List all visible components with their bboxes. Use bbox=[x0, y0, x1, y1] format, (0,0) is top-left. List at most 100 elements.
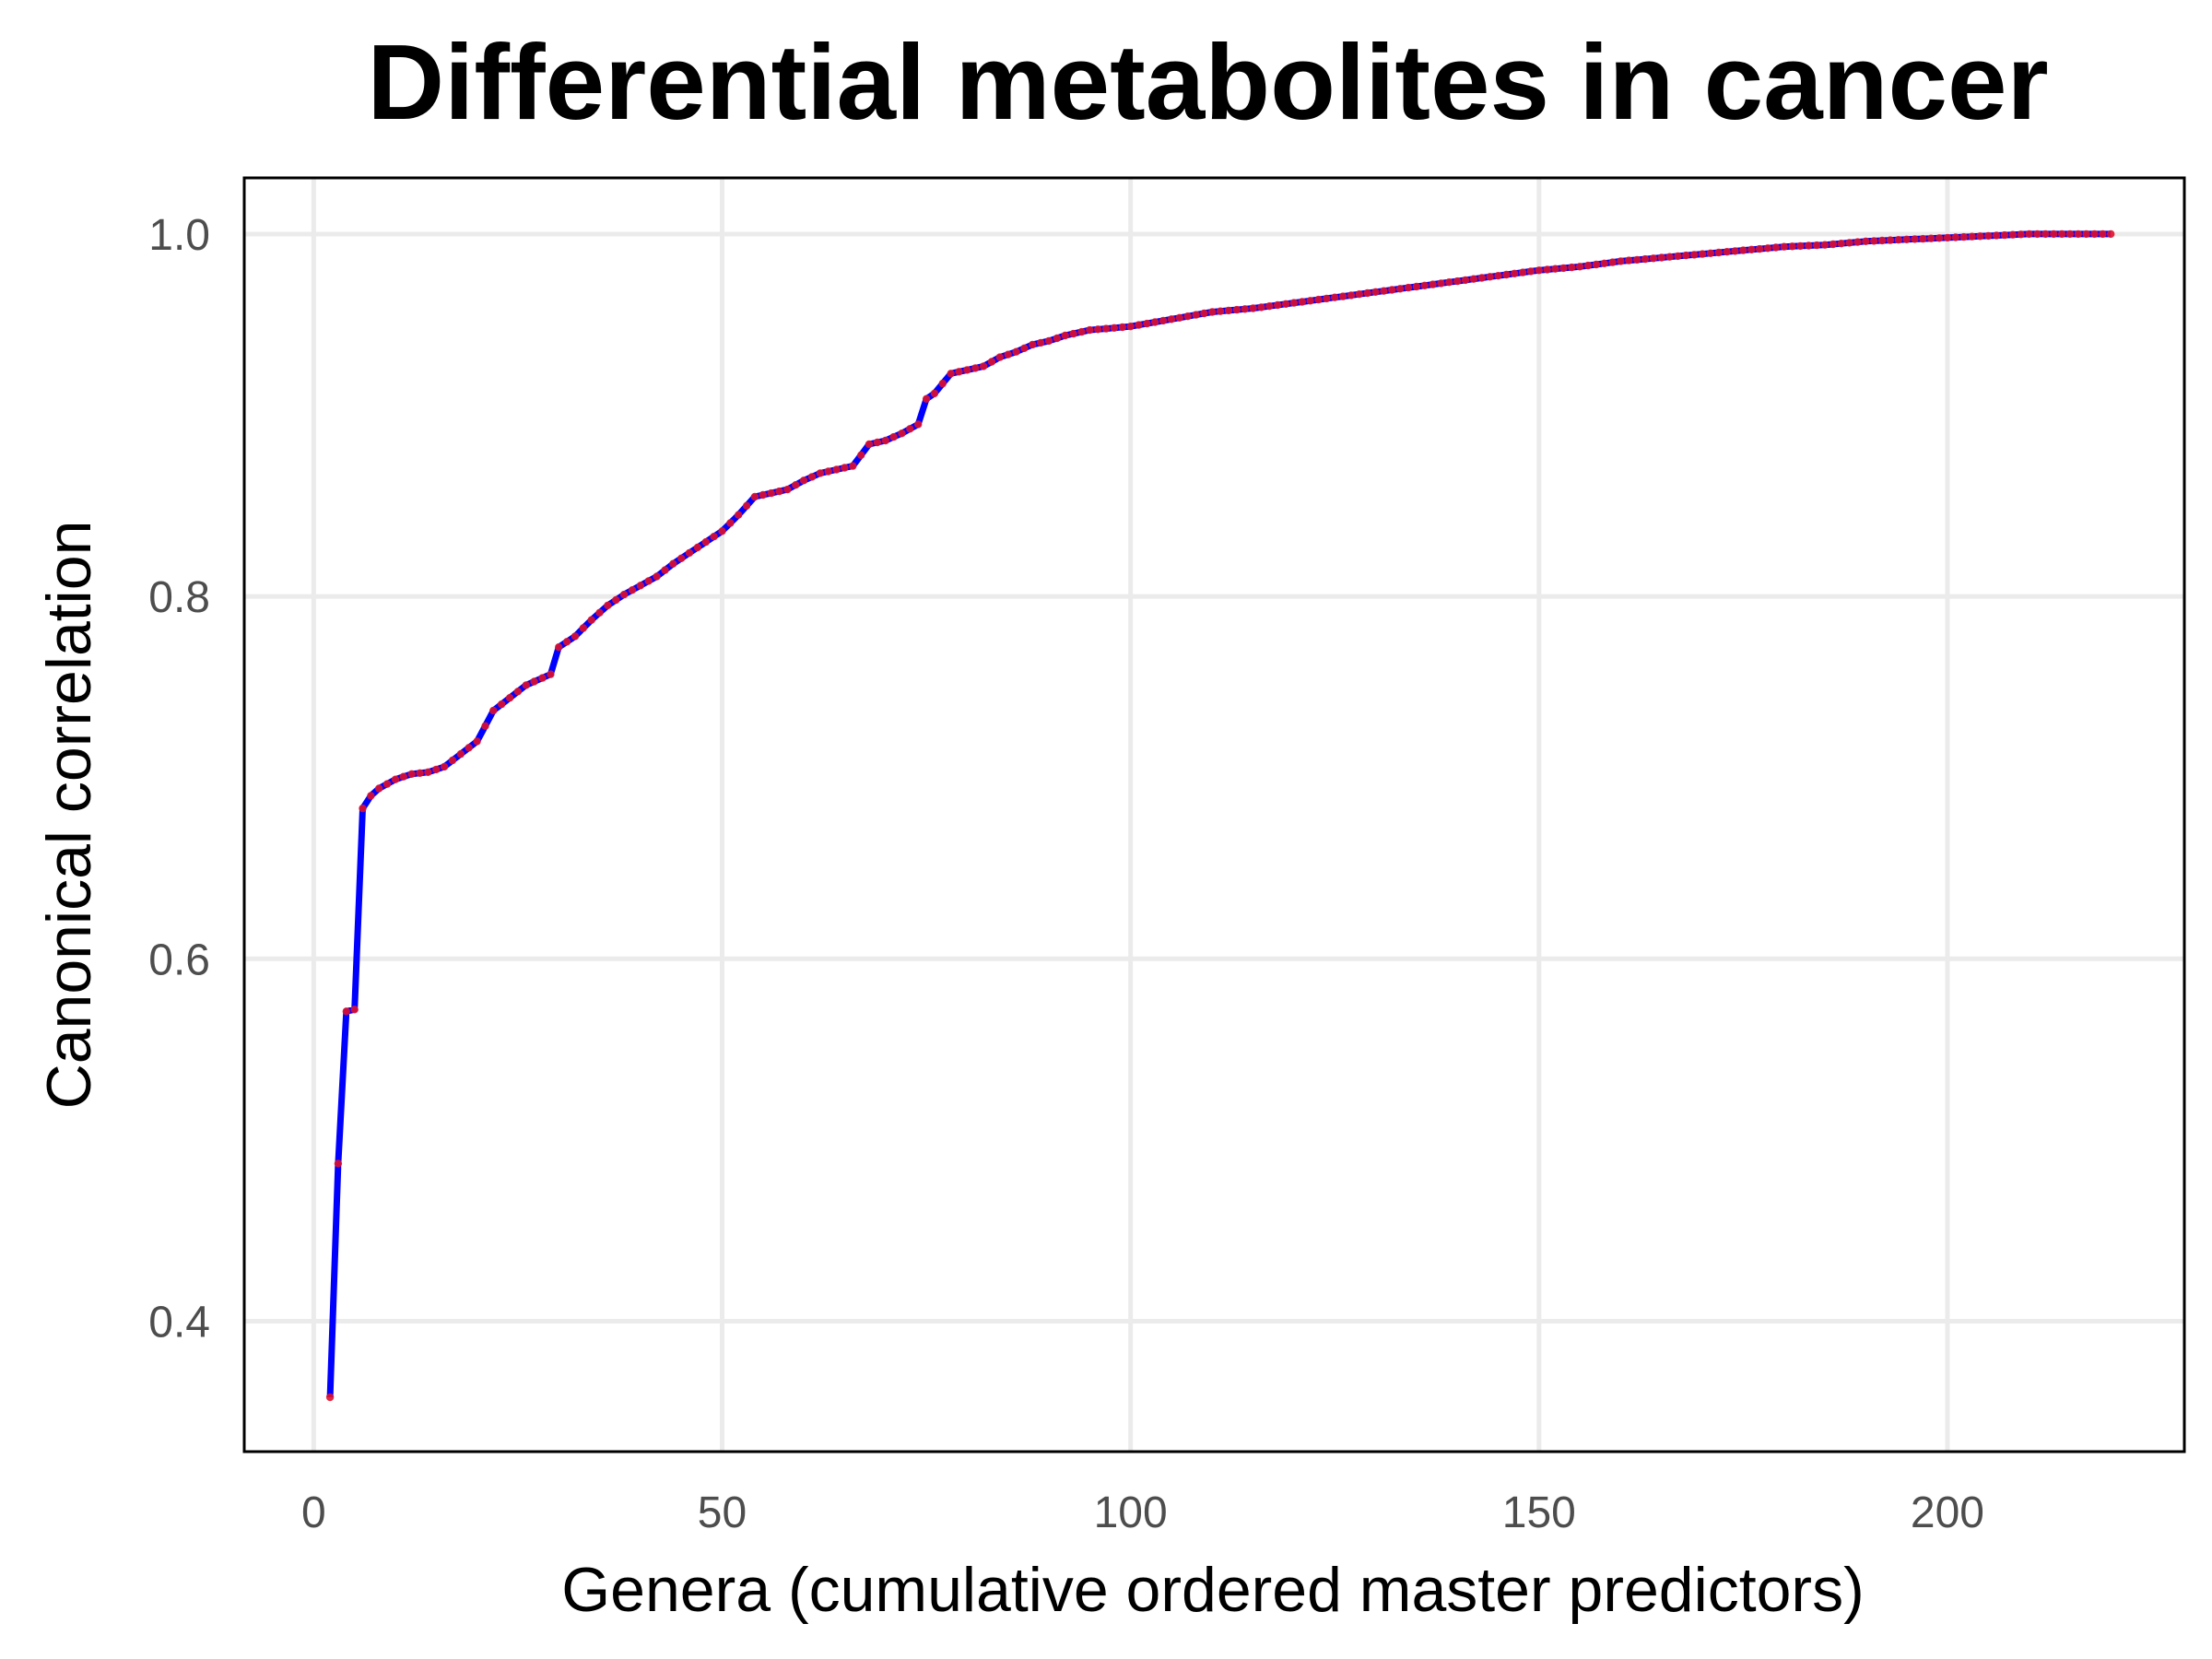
data-point bbox=[1338, 292, 1347, 300]
data-point bbox=[1862, 237, 1870, 245]
data-point bbox=[1429, 280, 1437, 288]
data-point bbox=[1649, 254, 1658, 263]
data-point bbox=[2000, 230, 2009, 240]
x-axis-title: Genera (cumulative ordered master predic… bbox=[561, 1555, 1864, 1625]
data-point bbox=[481, 722, 489, 730]
data-point bbox=[759, 490, 767, 500]
data-point bbox=[1200, 309, 1208, 318]
data-point bbox=[1380, 287, 1388, 295]
data-point bbox=[2057, 229, 2066, 239]
data-point bbox=[1674, 252, 1682, 261]
data-point bbox=[1919, 234, 1927, 243]
data-point bbox=[889, 432, 898, 441]
data-point bbox=[1020, 344, 1029, 352]
data-point bbox=[644, 577, 653, 585]
x-tick-label: 150 bbox=[1502, 1488, 1576, 1537]
data-point bbox=[898, 429, 906, 438]
data-point bbox=[1763, 244, 1772, 253]
data-point bbox=[1526, 267, 1535, 276]
data-point bbox=[1289, 299, 1299, 307]
data-point bbox=[1461, 276, 1470, 285]
data-point bbox=[2033, 229, 2041, 239]
data-point bbox=[1543, 265, 1551, 274]
data-point bbox=[1371, 288, 1380, 296]
data-point bbox=[342, 1007, 350, 1016]
data-point bbox=[424, 768, 432, 776]
data-point bbox=[1968, 232, 1976, 241]
data-point bbox=[677, 554, 686, 562]
data-point bbox=[661, 566, 669, 574]
data-point bbox=[1037, 338, 1045, 347]
data-point bbox=[1232, 305, 1241, 314]
x-tick-label: 200 bbox=[1911, 1488, 1984, 1537]
data-point bbox=[1404, 283, 1413, 292]
data-point bbox=[2107, 229, 2115, 239]
data-point bbox=[1257, 303, 1265, 312]
data-point bbox=[1004, 350, 1012, 359]
data-point bbox=[1894, 236, 1902, 244]
data-point bbox=[334, 1159, 343, 1168]
data-point bbox=[1265, 302, 1274, 311]
data-point bbox=[1886, 236, 1895, 244]
data-point bbox=[505, 694, 514, 702]
data-point bbox=[1118, 323, 1127, 332]
data-point bbox=[1853, 238, 1862, 246]
data-point bbox=[938, 379, 947, 388]
data-point bbox=[792, 481, 800, 489]
data-point bbox=[1911, 235, 1919, 243]
data-point bbox=[1143, 319, 1151, 328]
data-point bbox=[1101, 324, 1111, 333]
data-point bbox=[1029, 340, 1037, 349]
data-point bbox=[1086, 325, 1094, 335]
data-point bbox=[1412, 282, 1421, 291]
data-point bbox=[653, 572, 661, 581]
data-point bbox=[375, 784, 383, 793]
data-point bbox=[1388, 286, 1396, 294]
data-point bbox=[1813, 241, 1821, 250]
data-point bbox=[750, 492, 759, 501]
data-point bbox=[498, 700, 506, 709]
data-point bbox=[1061, 331, 1069, 340]
data-point bbox=[1723, 248, 1731, 256]
data-point bbox=[922, 394, 931, 403]
data-point bbox=[857, 451, 865, 459]
data-point bbox=[1094, 325, 1102, 334]
data-point bbox=[628, 586, 637, 594]
data-point bbox=[1281, 300, 1290, 308]
series-layer bbox=[325, 229, 2115, 1402]
data-point bbox=[824, 467, 832, 476]
data-point bbox=[1249, 304, 1257, 312]
data-point bbox=[987, 358, 996, 366]
y-axis-ticks: 0.4 0.6 0.8 1.0 bbox=[148, 211, 210, 1347]
data-point bbox=[1314, 295, 1323, 304]
data-point bbox=[1347, 291, 1356, 300]
data-point bbox=[1992, 231, 2001, 240]
data-point bbox=[1714, 248, 1724, 257]
data-point bbox=[1796, 241, 1805, 251]
data-point bbox=[1511, 269, 1519, 277]
data-point bbox=[1216, 307, 1225, 315]
data-point bbox=[914, 420, 923, 429]
y-tick-label: 0.8 bbox=[148, 573, 210, 622]
data-point bbox=[2050, 229, 2058, 239]
data-point bbox=[1575, 263, 1584, 271]
data-point bbox=[1665, 253, 1674, 261]
data-point bbox=[399, 772, 407, 781]
data-point bbox=[735, 511, 743, 519]
data-point bbox=[1608, 258, 1617, 266]
data-point bbox=[359, 804, 367, 813]
data-point bbox=[873, 438, 882, 447]
data-point bbox=[489, 706, 498, 715]
data-point bbox=[1690, 251, 1699, 259]
data-point bbox=[456, 749, 465, 759]
data-point bbox=[955, 368, 963, 376]
data-point bbox=[1951, 233, 1959, 241]
data-point bbox=[522, 681, 530, 689]
data-point bbox=[1053, 334, 1062, 343]
data-point bbox=[1976, 232, 1984, 241]
data-point bbox=[906, 425, 914, 433]
data-point bbox=[1657, 253, 1666, 262]
data-point bbox=[1902, 235, 1911, 243]
data-point bbox=[432, 765, 441, 774]
data-point bbox=[1323, 294, 1331, 303]
